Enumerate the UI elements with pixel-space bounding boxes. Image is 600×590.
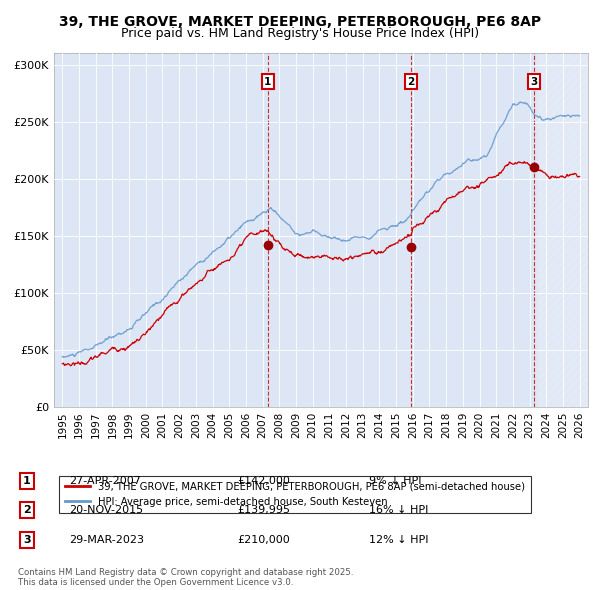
- Text: £142,000: £142,000: [237, 476, 290, 486]
- Text: 2: 2: [23, 506, 31, 515]
- Text: 1: 1: [265, 77, 272, 87]
- Text: 3: 3: [530, 77, 538, 87]
- Text: 27-APR-2007: 27-APR-2007: [69, 476, 141, 486]
- Text: 20-NOV-2015: 20-NOV-2015: [69, 506, 143, 515]
- Text: 39, THE GROVE, MARKET DEEPING, PETERBOROUGH, PE6 8AP: 39, THE GROVE, MARKET DEEPING, PETERBORO…: [59, 15, 541, 29]
- Text: £210,000: £210,000: [237, 535, 290, 545]
- Text: 9% ↓ HPI: 9% ↓ HPI: [369, 476, 421, 486]
- Text: 16% ↓ HPI: 16% ↓ HPI: [369, 506, 428, 515]
- Legend: 39, THE GROVE, MARKET DEEPING, PETERBOROUGH, PE6 8AP (semi-detached house), HPI:: 39, THE GROVE, MARKET DEEPING, PETERBORO…: [59, 476, 531, 513]
- Text: 1: 1: [23, 476, 31, 486]
- Text: 3: 3: [23, 535, 31, 545]
- Text: 29-MAR-2023: 29-MAR-2023: [69, 535, 144, 545]
- Text: Contains HM Land Registry data © Crown copyright and database right 2025.
This d: Contains HM Land Registry data © Crown c…: [18, 568, 353, 587]
- Text: 12% ↓ HPI: 12% ↓ HPI: [369, 535, 428, 545]
- Text: 2: 2: [407, 77, 415, 87]
- Text: £139,995: £139,995: [237, 506, 290, 515]
- Text: Price paid vs. HM Land Registry's House Price Index (HPI): Price paid vs. HM Land Registry's House …: [121, 27, 479, 40]
